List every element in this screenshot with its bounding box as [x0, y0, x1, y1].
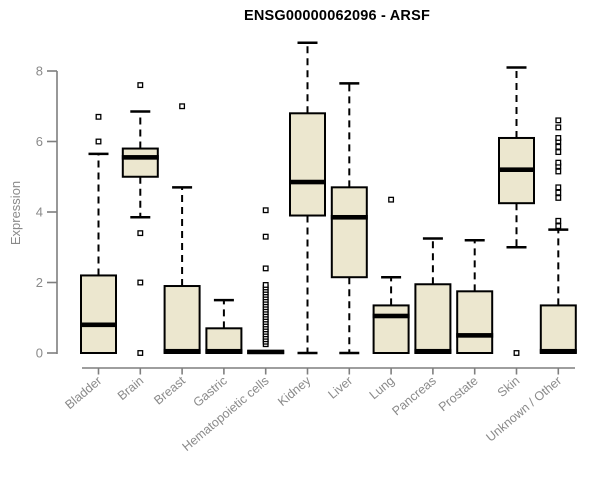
boxplot-pancreas: [414, 237, 452, 355]
x-axis-category-label: Gastric: [190, 374, 229, 410]
outlier-point: [95, 138, 102, 145]
median-line: [121, 155, 159, 160]
outlier-point: [137, 82, 144, 89]
chart-title: ENSG00000062096 - ARSF: [243, 8, 431, 24]
outlier-point: [555, 217, 562, 224]
y-axis-tick-label: 2: [36, 275, 43, 290]
boxplot-hematopoietic-cells: [247, 207, 285, 355]
outlier-point: [555, 124, 562, 131]
boxplot-kidney: [289, 41, 326, 355]
x-axis-category-label: Liver: [325, 374, 355, 402]
y-axis-tick-label: 8: [36, 64, 43, 79]
iqr-box: [163, 285, 201, 354]
boxplot-gastric: [205, 298, 243, 355]
outlier-point: [262, 233, 269, 240]
iqr-box: [456, 290, 494, 354]
y-axis-tick-label: 0: [36, 346, 43, 361]
outlier-point: [137, 279, 144, 286]
outlier-point: [555, 143, 562, 150]
x-axis-category-label: Prostate: [436, 374, 481, 415]
x-axis-category-label: Breast: [151, 373, 188, 407]
outlier-point: [137, 350, 144, 356]
boxplot-breast: [163, 103, 201, 354]
outlier-point: [513, 350, 520, 356]
outlier-point: [555, 117, 562, 124]
boxplot-bladder: [80, 113, 117, 355]
outlier-point: [137, 230, 144, 237]
boxplot-brain: [121, 82, 159, 356]
y-axis-tick-label: 4: [36, 205, 43, 220]
median-line: [80, 322, 117, 328]
median-line: [539, 348, 577, 354]
iqr-box: [330, 186, 368, 279]
outlier-point: [555, 159, 562, 166]
iqr-box: [205, 327, 243, 355]
iqr-box: [539, 304, 577, 355]
median-line: [330, 214, 368, 220]
iqr-box: [121, 147, 159, 178]
outlier-point: [262, 282, 269, 288]
outlier-point: [95, 113, 102, 120]
median-line: [163, 348, 201, 354]
median-line: [289, 179, 326, 185]
outlier-point: [555, 135, 562, 141]
median-line: [498, 167, 535, 172]
boxplot-liver: [330, 82, 368, 355]
x-axis-category-label: Pancreas: [389, 374, 438, 419]
outlier-point: [555, 168, 562, 175]
boxplot-prostate: [456, 238, 494, 354]
outlier-point: [555, 184, 562, 191]
median-line: [414, 348, 452, 354]
median-line: [247, 349, 285, 355]
x-axis-category-label: Unknown / Other: [483, 374, 564, 445]
outlier-point: [262, 265, 269, 272]
median-line: [372, 313, 410, 319]
outlier-point: [555, 223, 562, 230]
iqr-box: [80, 274, 117, 355]
outlier-point: [555, 194, 562, 201]
median-line: [456, 333, 494, 338]
iqr-box: [289, 112, 326, 217]
y-axis-tick-label: 6: [36, 134, 43, 149]
outlier-point: [555, 189, 562, 196]
x-axis-category-label: Kidney: [275, 373, 314, 409]
boxplot-unknown-other: [539, 117, 577, 355]
iqr-box: [372, 304, 410, 355]
y-axis: 0 2 4 6 8: [36, 64, 58, 361]
outlier-point: [262, 207, 269, 214]
outlier-point: [555, 149, 562, 156]
outlier-point: [179, 103, 186, 110]
iqr-box: [414, 283, 452, 355]
outlier-point: [388, 196, 395, 203]
x-axis-category-label: Bladder: [62, 374, 104, 412]
x-axis-category-label: Lung: [367, 374, 397, 403]
x-axis-category-label: Brain: [115, 374, 146, 404]
boxplot-skin: [498, 66, 535, 356]
x-axis-category-label: Skin: [495, 374, 523, 400]
median-line: [205, 348, 243, 354]
boxplot-lung: [372, 196, 410, 355]
